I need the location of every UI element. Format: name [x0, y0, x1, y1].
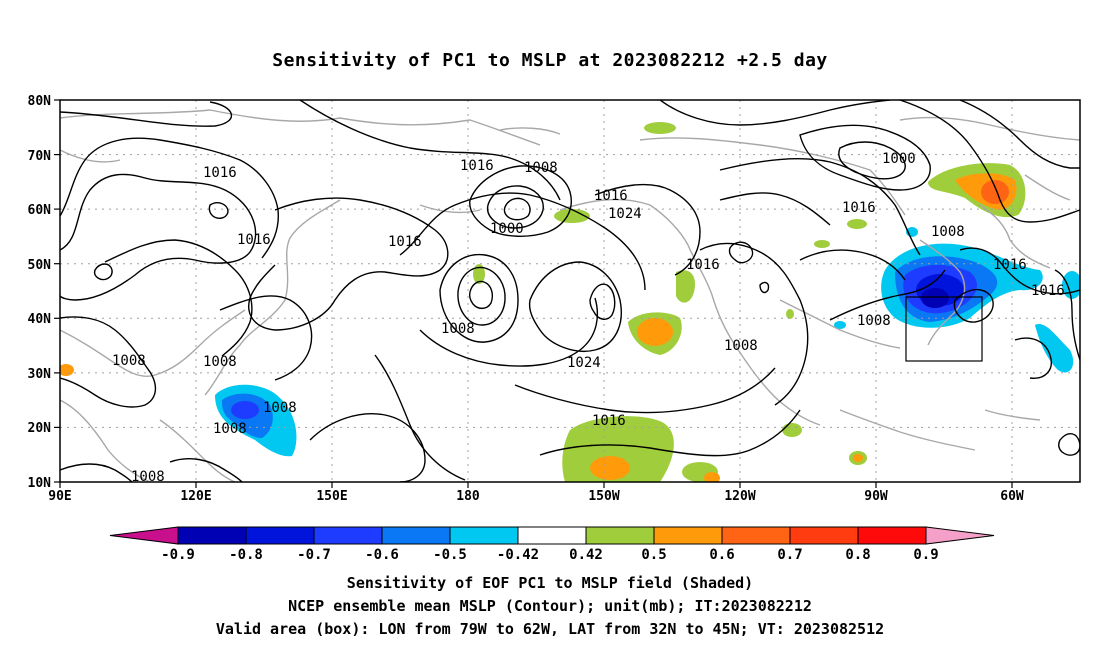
latitude-labels: 80N 70N 60N 50N 40N 30N 20N 10N [28, 94, 52, 491]
contour-label-1008-c: 1008 [931, 224, 965, 240]
colorbar-segment [585, 526, 655, 545]
lon-label-120e: 120E [180, 489, 211, 504]
caption-contour: NCEP ensemble mean MSLP (Contour); unit(… [288, 597, 812, 615]
colorbar-label: -0.6 [365, 547, 399, 563]
contour-label-1016-i: 1016 [1031, 283, 1065, 299]
contour-labels: 1016 1016 1016 1016 1008 1000 1016 1024 … [112, 151, 1065, 485]
contour-label-1000-a: 1000 [490, 221, 524, 237]
colorbar-label: -0.7 [297, 547, 331, 563]
contour-label-1008-f: 1008 [112, 353, 146, 369]
contour-label-1016-b: 1016 [237, 232, 271, 248]
contour-label-1016-d: 1016 [460, 158, 494, 174]
contour-label-1008-i: 1008 [213, 421, 247, 437]
contour-label-1008-j: 1008 [131, 469, 165, 485]
contour-label-1016-h: 1016 [993, 257, 1027, 273]
colorbar-segment [653, 526, 723, 545]
colorbar-segment [721, 526, 791, 545]
contour-label-1008-a: 1008 [524, 160, 558, 176]
lon-label-90w: 90W [864, 489, 888, 504]
contour-label-1016-a: 1016 [203, 165, 237, 181]
lat-label-30n: 30N [28, 367, 52, 382]
lon-label-150e: 150E [316, 489, 347, 504]
contour-label-1008-g: 1008 [203, 354, 237, 370]
contour-label-1008-e: 1008 [724, 338, 758, 354]
lat-label-40n: 40N [28, 312, 52, 327]
contour-label-1016-f: 1016 [686, 257, 720, 273]
plot-frame [59, 99, 1081, 483]
lat-label-50n: 50N [28, 258, 52, 273]
colorbar-tip-left [109, 526, 179, 545]
lat-label-60n: 60N [28, 203, 52, 218]
caption-valid-area: Valid area (box): LON from 79W to 62W, L… [215, 620, 885, 638]
colorbar-segment [857, 526, 927, 545]
plot-area: 1016 1016 1016 1016 1008 1000 1016 1024 … [60, 100, 1080, 485]
contour-label-1024-a: 1024 [608, 206, 642, 222]
lon-label-90e: 90E [48, 489, 71, 504]
colorbar-segment [517, 526, 587, 545]
lon-label-180: 180 [456, 489, 480, 504]
colorbar-segment [245, 526, 315, 545]
colorbar-segment [449, 526, 519, 545]
colorbar-label: 0.42 [569, 547, 603, 563]
map-title: Sensitivity of PC1 to MSLP at 2023082212… [272, 50, 828, 71]
axis-ticks [54, 99, 1013, 488]
contour-label-1008-h: 1008 [263, 400, 297, 416]
colorbar-label: -0.5 [433, 547, 467, 563]
contour-label-1016-c: 1016 [388, 234, 422, 250]
lat-label-10n: 10N [28, 476, 52, 491]
colorbar-segment [381, 526, 451, 545]
colorbar-segment [789, 526, 859, 545]
colorbar-label: 0.5 [641, 547, 666, 563]
contour-label-1016-g: 1016 [842, 200, 876, 216]
valid-area-box [905, 296, 983, 362]
colorbar-tip-right [925, 526, 995, 545]
lat-label-70n: 70N [28, 149, 52, 164]
lon-label-150w: 150W [588, 489, 619, 504]
colorbar-segment [177, 526, 247, 545]
colorbar-label: 0.8 [845, 547, 870, 563]
contour-label-1024-b: 1024 [567, 355, 601, 371]
colorbar-label: -0.8 [229, 547, 263, 563]
colorbar-segment [313, 526, 383, 545]
contour-label-1008-d: 1008 [857, 313, 891, 329]
colorbar-label: 0.7 [777, 547, 802, 563]
lat-lon-grid [60, 100, 1080, 482]
contour-label-1000-b: 1000 [882, 151, 916, 167]
contour-label-1008-b: 1008 [441, 321, 475, 337]
lon-label-60w: 60W [1000, 489, 1024, 504]
colorbar-label: 0.9 [913, 547, 938, 563]
contour-label-1016-j: 1016 [592, 413, 626, 429]
contour-label-1016-e: 1016 [594, 188, 628, 204]
colorbar-label: -0.42 [497, 547, 539, 563]
colorbar [109, 526, 995, 545]
lat-label-80n: 80N [28, 94, 52, 109]
lon-label-120w: 120W [724, 489, 755, 504]
longitude-labels: 90E 120E 150E 180 150W 120W 90W 60W [48, 489, 1024, 504]
caption-shading: Sensitivity of EOF PC1 to MSLP field (Sh… [346, 574, 754, 592]
colorbar-label: -0.9 [161, 547, 195, 563]
lat-label-20n: 20N [28, 421, 52, 436]
colorbar-labels: -0.9 -0.8 -0.7 -0.6 -0.5 -0.42 0.42 0.5 0.6 0.7 0.… [161, 547, 939, 563]
colorbar-label: 0.6 [709, 547, 734, 563]
mslp-contours [60, 100, 1080, 482]
